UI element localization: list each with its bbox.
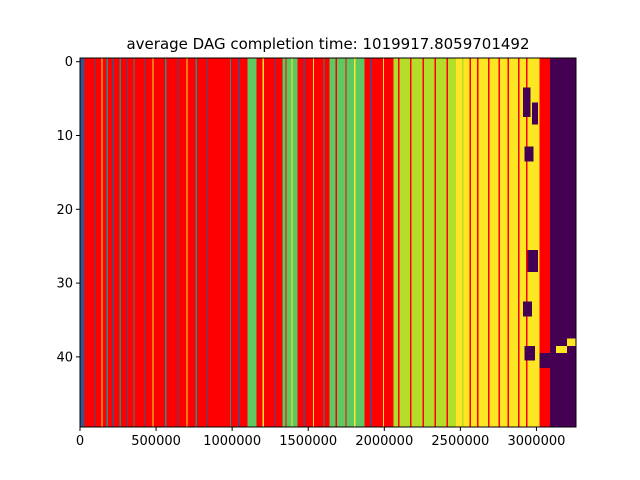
heatmap-stripe <box>498 58 500 427</box>
y-tick-label: 40 <box>56 350 73 365</box>
plot-area <box>80 58 576 427</box>
heatmap-stripe <box>487 58 490 427</box>
heatmap-column-band <box>329 58 365 427</box>
heatmap-idle-block <box>524 146 534 162</box>
heatmap-stripe <box>262 58 264 427</box>
heatmap-stripe <box>152 58 154 427</box>
heatmap-stripe <box>518 58 520 427</box>
heatmap-stripe <box>469 58 472 427</box>
heatmap-column-band <box>393 58 464 427</box>
heatmap-stripe <box>382 58 384 427</box>
heatmap-stripe <box>133 58 135 427</box>
heatmap-stripe <box>353 58 356 427</box>
heatmap-stripe <box>323 58 325 427</box>
heatmap-stripe <box>410 58 412 427</box>
heatmap-column-band <box>364 58 394 427</box>
heatmap-column-band <box>247 58 257 427</box>
heatmap-stripe <box>186 58 188 427</box>
heatmap-stripe <box>303 58 305 427</box>
heatmap-stripe <box>106 58 109 427</box>
heatmap-stripe <box>165 58 167 427</box>
heatmap-stripe <box>206 58 208 427</box>
heatmap-stripe <box>126 58 128 427</box>
heatmap-column-band <box>550 58 576 427</box>
heatmap-column-band <box>282 58 298 427</box>
heatmap-stripe <box>335 58 338 427</box>
heatmap-stripe <box>545 58 547 427</box>
heatmap-idle-block <box>522 301 532 317</box>
heatmap-idle-block <box>524 345 535 361</box>
x-axis: 0 500000 1000000 1500000 2000000 2500000 30000… <box>76 427 565 449</box>
y-tick-label: 0 <box>65 55 73 70</box>
x-tick-label: 1000000 <box>203 434 261 449</box>
y-tick-label: 10 <box>56 129 73 144</box>
heatmap-column-band <box>539 58 551 427</box>
x-tick-label: 500000 <box>131 434 181 449</box>
x-tick-label: 0 <box>76 434 84 449</box>
x-tick-label: 2500000 <box>431 434 489 449</box>
heatmap-highlight-block <box>556 345 567 354</box>
heatmap-stripe <box>477 58 479 427</box>
heatmap-stripe <box>94 58 96 427</box>
y-tick-label: 30 <box>56 277 73 292</box>
heatmap-stripe <box>397 58 400 427</box>
heatmap-idle-block <box>531 102 538 125</box>
heatmap-stripe <box>285 58 287 427</box>
heatmap-stripe <box>229 58 232 427</box>
heatmap-idle-block <box>527 249 538 273</box>
heatmap-column-band <box>256 58 283 427</box>
heatmap-stripe <box>370 58 372 427</box>
heatmap-idle-block <box>539 353 551 368</box>
heatmap-stripe <box>434 58 437 427</box>
heatmap-column-band <box>80 58 85 427</box>
heatmap-stripe <box>291 58 293 427</box>
heatmap-stripe <box>312 58 315 427</box>
heatmap-stripe <box>422 58 424 427</box>
heatmap-stripe <box>195 58 198 427</box>
heatmap-stripe <box>345 58 347 427</box>
plot-frame <box>79 57 577 428</box>
y-tick-label: 20 <box>56 203 73 218</box>
heatmap-idle-block <box>522 87 531 118</box>
heatmap-stripe <box>446 58 449 427</box>
heatmap-stripe <box>274 58 276 427</box>
heatmap-stripe <box>143 58 146 427</box>
heatmap-stripe <box>507 58 510 427</box>
heatmap-highlight-block <box>566 338 576 346</box>
heatmap-stripe <box>112 58 114 427</box>
y-axis: 0 10 20 30 40 <box>56 55 80 365</box>
x-tick-label: 1500000 <box>279 434 337 449</box>
heatmap-stripe <box>238 58 240 427</box>
heatmap-stripe <box>455 58 462 427</box>
heatmap-stripe <box>177 58 179 427</box>
x-tick-label: 2000000 <box>355 434 413 449</box>
chart-title: average DAG completion time: 1019917.805… <box>126 35 529 53</box>
heatmap-stripe <box>101 58 103 427</box>
heatmap-stripe <box>525 58 528 427</box>
x-tick-label: 3000000 <box>507 434 565 449</box>
heatmap-stripe <box>119 58 121 427</box>
